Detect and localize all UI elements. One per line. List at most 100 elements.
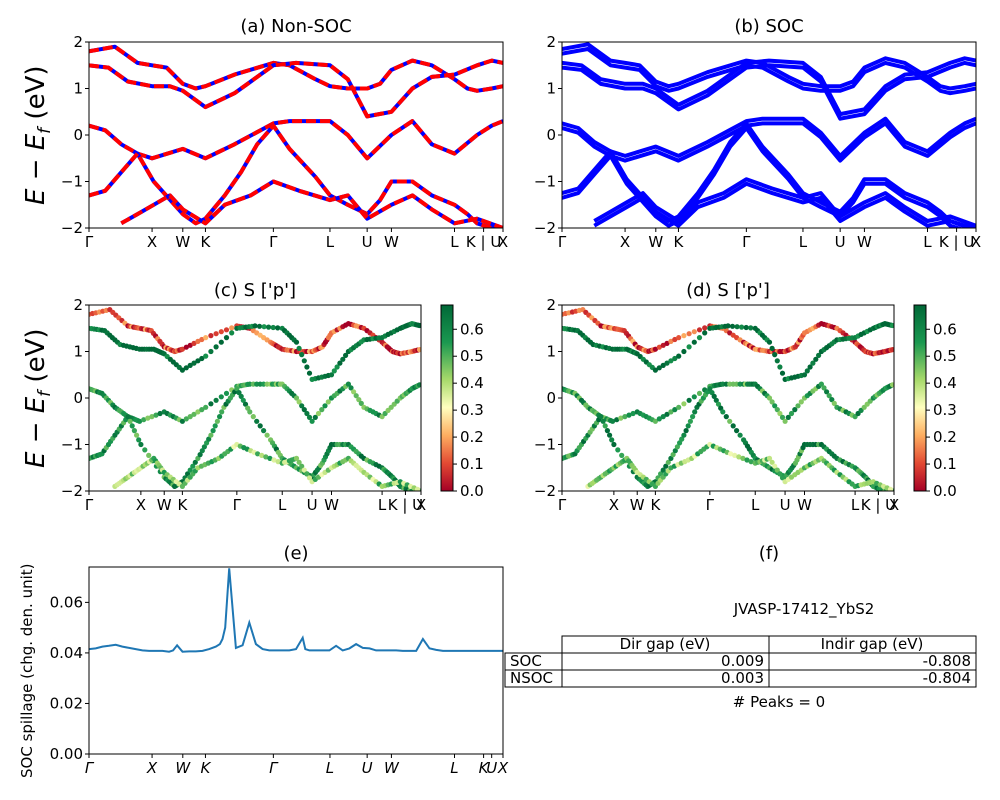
scatter-point (301, 407, 307, 413)
scatter-point (674, 444, 681, 450)
gap-table (504, 635, 977, 688)
x-tick-label: X (620, 233, 630, 251)
table-row-label: SOC (510, 652, 542, 670)
scatter-point (715, 401, 722, 407)
scatter-point (245, 405, 251, 411)
scatter-point (129, 423, 135, 429)
y-tick-label: 0 (73, 389, 83, 407)
scatter-point (229, 330, 235, 336)
scatter-point (179, 418, 185, 424)
scatter-point (254, 418, 260, 424)
x-tick-label: Γ (85, 233, 94, 251)
info-panel: JVASP-17412_YbS2 Dir gap (eV) Indir gap … (504, 600, 977, 711)
scatter-point (816, 352, 822, 358)
x-tick-label: K | U (466, 233, 501, 251)
x-tick-label: W (324, 496, 339, 514)
scatter-point (261, 428, 267, 434)
scatter-point (889, 322, 894, 329)
colorbar-d: 0.0 0.1 0.2 0.3 0.4 0.5 0.6 (913, 304, 957, 500)
y-tick-label: 0.06 (50, 593, 83, 611)
scatter-point (223, 327, 230, 333)
scatter-point (187, 467, 193, 473)
panel-e-title: (e) (283, 543, 308, 564)
scatter-point (187, 414, 193, 420)
scatter-point (696, 390, 703, 396)
scatter-point (199, 407, 205, 413)
band-line (593, 181, 976, 228)
scatter-point (212, 423, 218, 429)
x-tick-label: K | U (861, 496, 896, 514)
x-tick-label: L (278, 496, 287, 514)
scatter-point (153, 412, 159, 418)
band-line (89, 119, 503, 161)
y-tick-label: −1 (61, 173, 83, 191)
scatter-point (692, 409, 698, 415)
scatter-point (795, 403, 801, 409)
scatter-point (195, 409, 201, 415)
scatter-point (728, 451, 734, 457)
scatter-point (141, 417, 147, 423)
x-tick-label: U (835, 233, 846, 251)
x-tick-label: Γ (558, 496, 567, 514)
x-tick-label: U (362, 759, 373, 777)
scatter-points (89, 307, 421, 491)
scatter-point (337, 360, 343, 366)
scatter-point (766, 395, 773, 401)
scatter-point (203, 404, 209, 410)
scatter-point (676, 335, 682, 341)
scatter-point (774, 467, 780, 473)
scatter-point (664, 340, 670, 346)
scatter-point (301, 358, 307, 364)
scatter-point (824, 389, 830, 395)
scatter-point (748, 459, 754, 465)
y-tick-label: 0.00 (50, 745, 83, 763)
scatter-point (779, 475, 786, 481)
scatter-point (889, 347, 894, 353)
scatter-point (306, 475, 313, 481)
scatter-point (293, 395, 300, 401)
x-tick-label: X (416, 496, 426, 514)
scatter-point (686, 344, 692, 350)
scatter-point (676, 404, 682, 410)
scatter-point (821, 385, 827, 391)
y-tick-label: 2 (73, 33, 83, 51)
scatter-point (206, 436, 212, 442)
scatter-point (204, 440, 210, 446)
scatter-point (197, 452, 203, 458)
scatter-point (663, 463, 669, 469)
scatter-point (774, 407, 780, 413)
scatter-point (183, 365, 189, 371)
scatter-point (218, 329, 224, 335)
scatter-point (416, 347, 421, 353)
colorbar-tick-label: 0.4 (933, 374, 957, 392)
scatter-point (217, 414, 223, 420)
y-tick-label: −1 (61, 436, 83, 454)
scatter-point (691, 394, 697, 400)
scatter-point (348, 385, 354, 391)
scatter-point (325, 399, 331, 405)
scatter-point (203, 353, 209, 359)
scatter-point (304, 364, 310, 370)
scatter-point (319, 407, 325, 413)
scatter-point (772, 463, 778, 469)
x-tick-label: W (648, 233, 663, 251)
y-tick-label: 0.02 (50, 694, 83, 712)
scatter-point (813, 356, 819, 362)
band-lines (562, 47, 976, 228)
table-cell: -0.808 (923, 652, 971, 670)
band-line (562, 121, 976, 163)
scatter-point (240, 397, 246, 403)
scatter-point (309, 418, 315, 424)
scatter-point (296, 345, 302, 351)
scatter-point (416, 322, 421, 329)
scatter-point (826, 393, 832, 399)
colorbar-tick-label: 0.0 (460, 482, 484, 500)
scatter-point (195, 455, 201, 461)
scatter-point (732, 452, 738, 458)
x-tick-label: U (362, 233, 373, 251)
scatter-point (257, 423, 263, 429)
x-tick-label: X (498, 233, 508, 251)
scatter-point (743, 324, 749, 331)
scatter-point (266, 324, 272, 330)
scatter-point (134, 432, 140, 438)
